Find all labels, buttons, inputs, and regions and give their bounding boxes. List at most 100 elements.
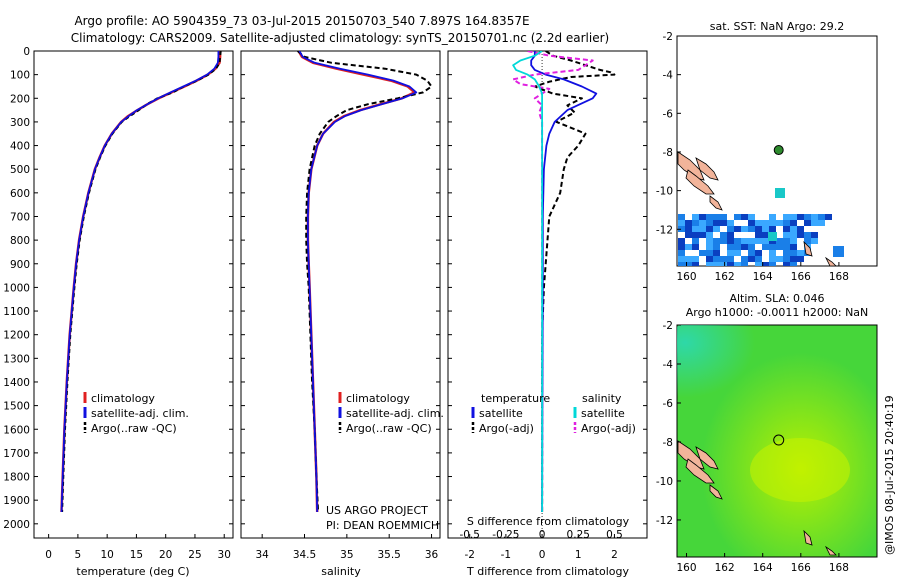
map-y-tick-label: -6 [663,398,674,410]
sst-cell [776,238,783,244]
difference-x-axis: -2 -1 0 1 2 -0.5 -0.25 0 0.25 0.5 [459,529,622,561]
depth-tick-label: 1000 [3,282,30,294]
project-note-line1: US ARGO PROJECT [326,504,428,517]
land-island [695,157,719,181]
sst-cell [769,214,776,220]
sst-cell [755,256,762,262]
sst-map-title: sat. SST: NaN Argo: 29.2 [710,20,844,33]
sst-cell [720,238,727,244]
sst-cell [685,262,692,266]
sst-heatmap-cells [678,188,844,266]
header-line1: Argo profile: AO 5904359_73 03-Jul-2015 … [74,14,529,28]
sst-cell [720,262,727,266]
depth-tick-label: 1900 [3,495,30,507]
sla-map-axes: 160 162 164 166 168 -2 -4 -6 -8 -10 -12 [656,320,849,574]
sst-cell [720,214,727,220]
sst-cell [783,262,790,266]
map-x-tick-label: 160 [677,271,697,283]
sst-cell [755,220,762,226]
legend-label-satellite: satellite-adj. clim. [91,407,189,420]
sst-cell [762,220,769,226]
sst-cell [811,220,818,226]
sst-cell [692,220,699,226]
sst-cell [804,232,811,238]
temperature-x-axis: 0 5 10 15 20 25 30 [45,534,231,561]
sst-cell [741,262,748,266]
depth-axis: 0 100 200 300 400 500 600 700 800 900 1000 1100 1200… [3,46,647,531]
map-x-tick-label: 160 [677,562,697,574]
series-line-argo [297,51,433,513]
difference-series [512,51,616,538]
argo-float-marker [773,145,784,156]
sst-cell [727,226,734,232]
sst-cell [748,250,755,256]
depth-tick-label: 100 [10,70,30,82]
sst-cell [797,232,804,238]
sst-cell [706,226,713,232]
map-y-tick-label: -10 [656,186,673,198]
series-line-satellite [298,51,418,513]
sst-cell [762,226,769,232]
difference-s-tick-label: 0.5 [606,529,623,541]
sst-cell [692,262,699,266]
sst-cell [783,214,790,220]
temperature-x-tick-label: 25 [188,549,201,561]
sst-cell [685,244,692,250]
depth-tick-label: 500 [10,164,30,176]
sst-cell [748,220,755,226]
sst-cell [762,262,769,266]
salinity-x-tick-label: 35.5 [377,549,400,561]
legend-label-climatology: climatology [91,392,155,405]
sst-cell [755,226,762,232]
sst-cell [692,238,699,244]
land-island [685,169,715,195]
depth-tick-label: 900 [10,259,30,271]
argo-float-marker [773,434,785,446]
sst-cell [804,220,811,226]
sst-cell [706,238,713,244]
map-x-tick-label: 164 [753,562,773,574]
depth-tick-label: 400 [10,141,30,153]
map-y-tick-label: -2 [663,320,673,332]
depth-tick-label: 800 [10,235,30,247]
sst-cell [783,250,790,256]
series-line-sal-argo [512,51,594,512]
sla-map-subtitle: Argo h1000: -0.0011 h2000: NaN [686,306,869,319]
legend-label-sal-satellite: satellite [581,407,625,420]
sst-cell [790,250,797,256]
sst-cell [685,220,692,226]
sst-cell [790,238,797,244]
difference-s-tick-label: -0.25 [492,529,519,541]
map-y-tick-label: -2 [663,31,673,43]
temperature-x-tick-label: 10 [100,549,113,561]
difference-xlabel-salinity: S difference from climatology [467,515,630,528]
depth-tick-label: 200 [10,93,30,105]
sst-cell [706,232,713,238]
sst-cell [720,220,727,226]
sst-cell [748,256,755,262]
map-y-tick-label: -8 [663,437,673,449]
sst-cell [762,244,769,250]
sst-cell [734,262,741,266]
temperature-x-tick-label: 30 [218,549,231,561]
sst-cell [734,244,741,250]
sla-low-anomaly [677,325,790,425]
land-island [709,484,723,500]
map-y-tick-label: -6 [663,108,674,120]
sst-cell [741,226,748,232]
sst-cell [797,250,804,256]
sst-cell [755,232,762,238]
sst-cell [706,214,713,220]
temperature-series [60,51,222,513]
sst-cell [790,262,797,266]
land-island [803,529,813,546]
legend-label-argo: Argo(..raw -QC) [91,422,177,435]
sst-cell [713,220,720,226]
sst-cell [699,232,706,238]
depth-tick-label: 600 [10,188,30,200]
depth-tick-label: 1300 [3,353,30,365]
sst-cell [797,214,804,220]
sst-cell [825,214,832,220]
land-island [824,256,837,266]
sst-cell [748,214,755,220]
